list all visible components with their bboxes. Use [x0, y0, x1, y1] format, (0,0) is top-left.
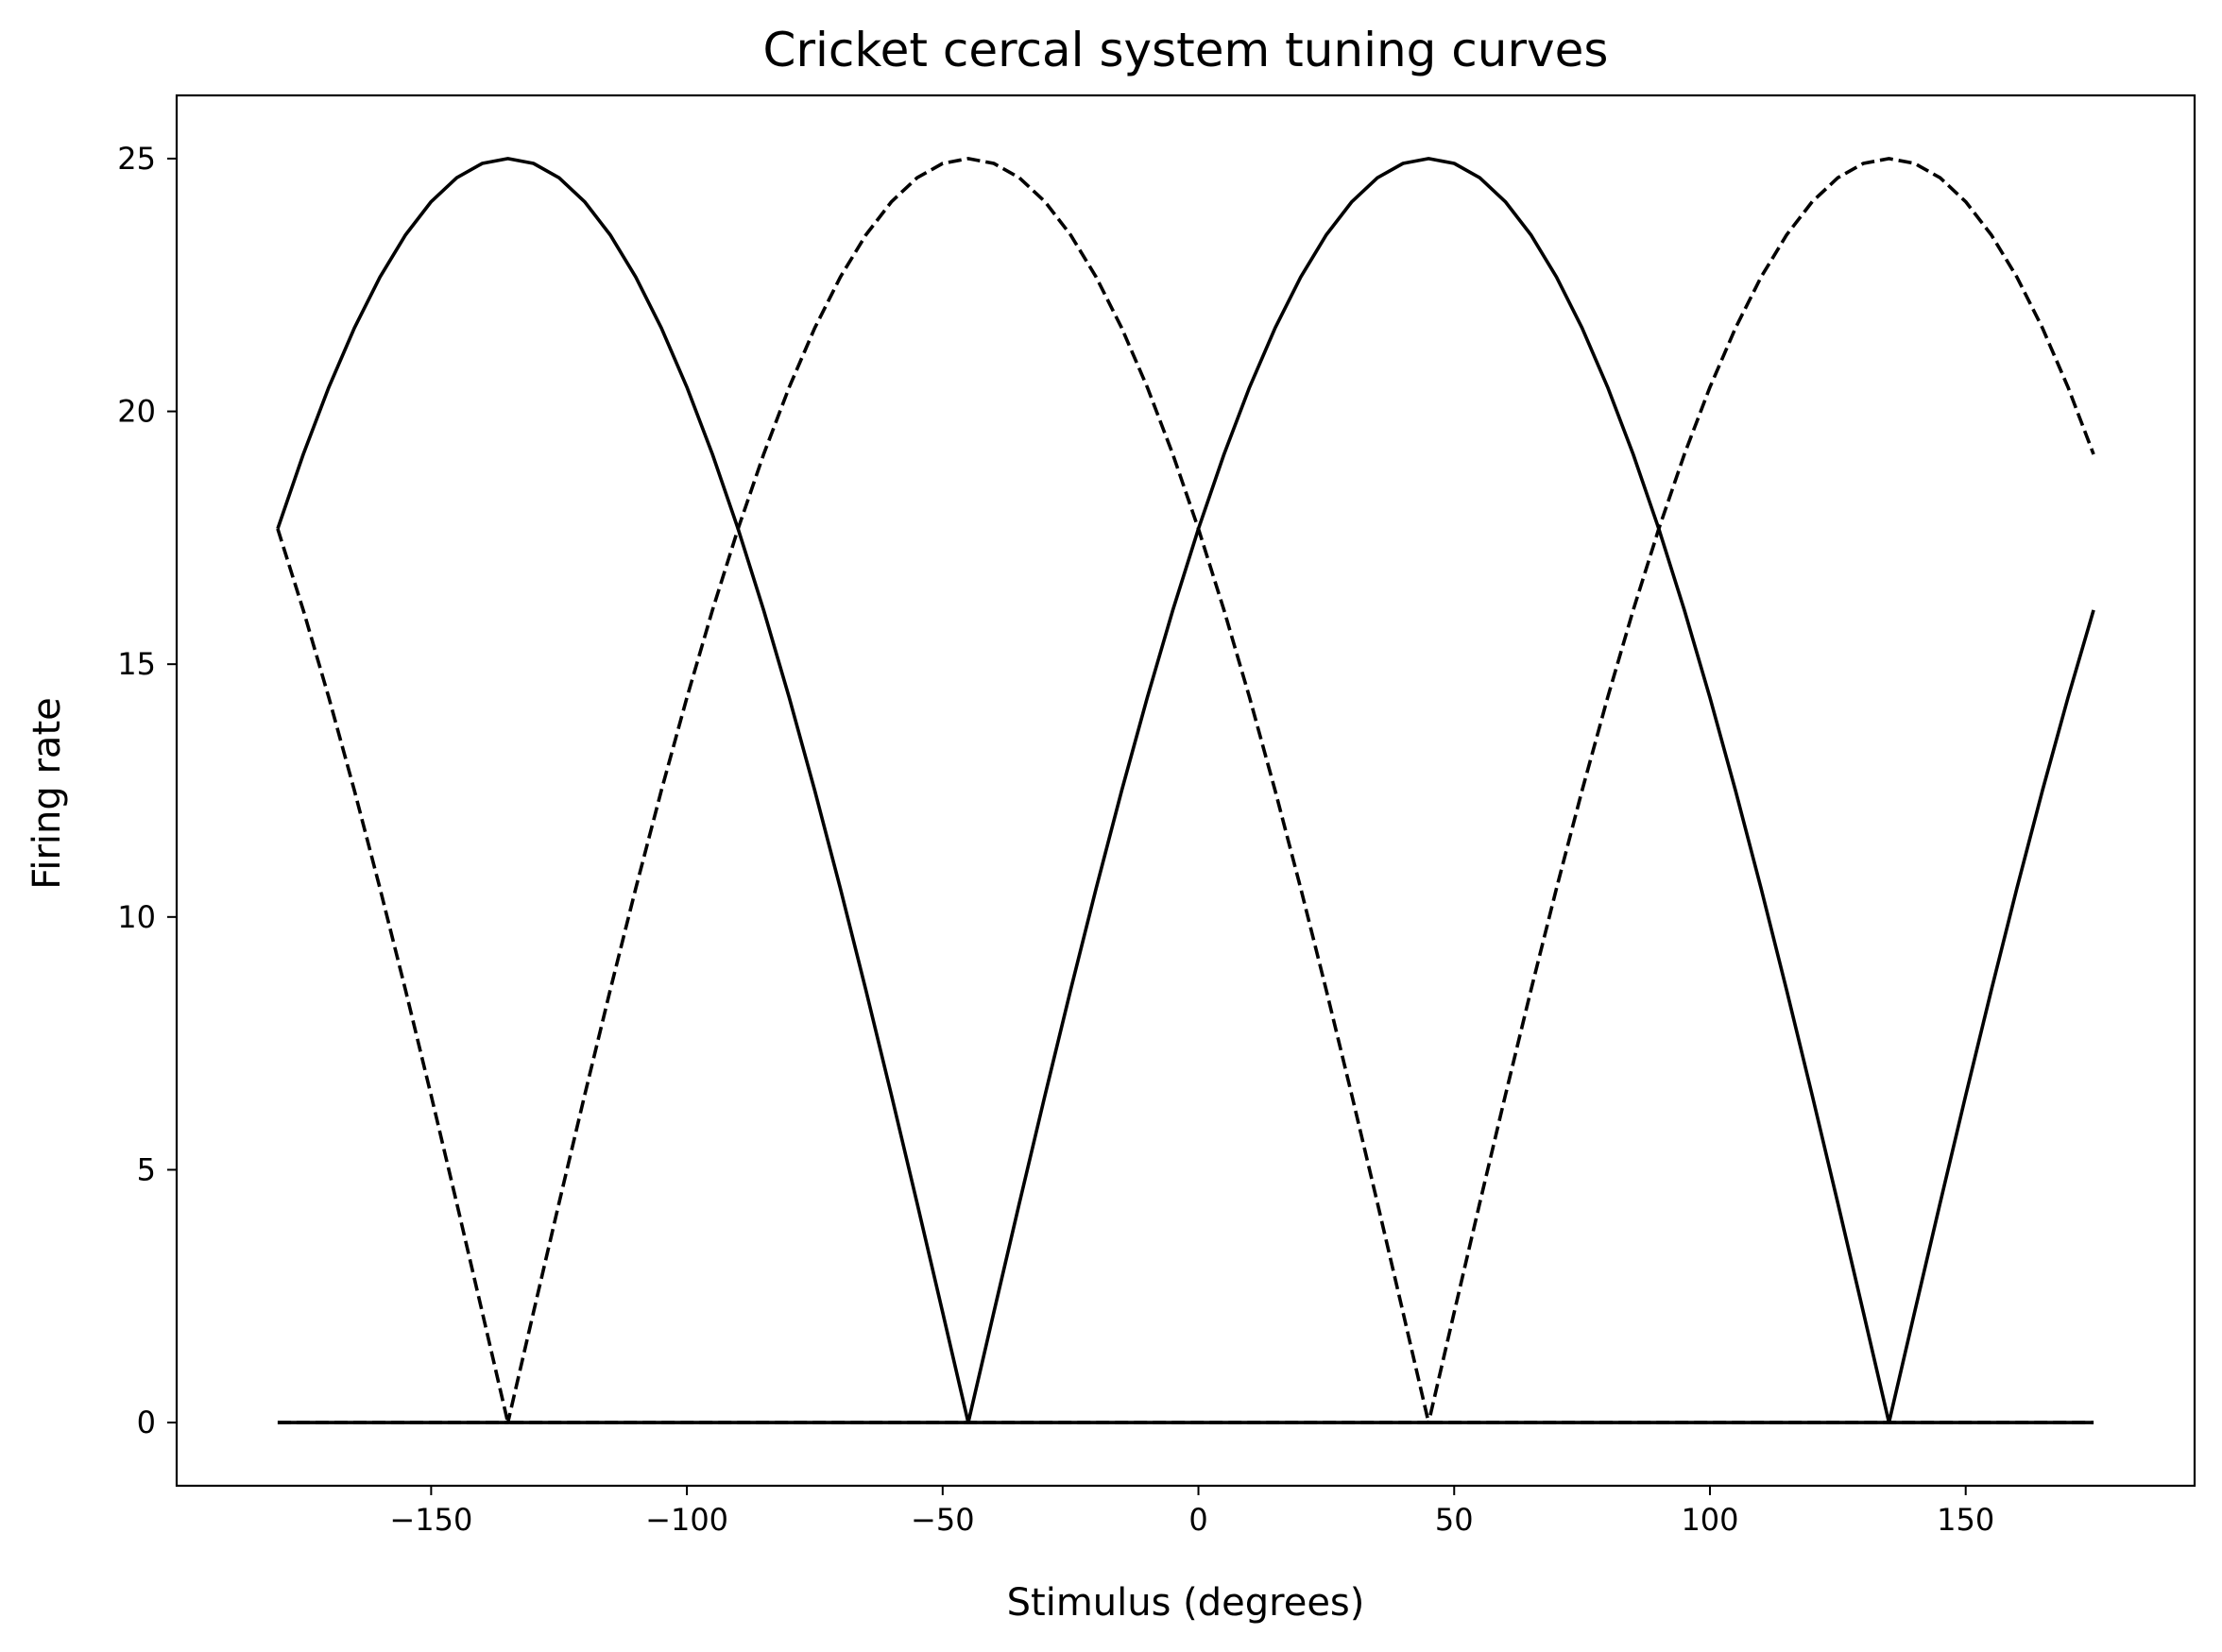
x-axis-ticks: −150 −100 −50 0 50 100 150	[389, 1486, 1994, 1538]
plot-area-frame	[175, 94, 2196, 1488]
chart-title: Cricket cercal system tuning curves	[763, 23, 1609, 77]
y-tick-label: 15	[117, 646, 156, 682]
y-axis-ticks: 0 5 10 15 20 25	[117, 141, 177, 1440]
x-tick-label: 100	[1681, 1502, 1738, 1538]
x-axis-label: Stimulus (degrees)	[1007, 1581, 1365, 1625]
y-axis-label: Firing rate	[26, 697, 69, 889]
y-tick-label: 0	[137, 1405, 156, 1440]
x-tick-label: −50	[911, 1502, 975, 1538]
y-tick-label: 25	[117, 141, 156, 177]
x-tick-label: 0	[1188, 1502, 1207, 1538]
x-tick-label: −100	[645, 1502, 728, 1538]
tuning-curve-1	[277, 157, 2094, 1424]
y-tick-label: 10	[117, 899, 156, 935]
series-layer	[276, 157, 2095, 1424]
x-tick-label: 150	[1937, 1502, 1994, 1538]
x-tick-label: 50	[1435, 1502, 1474, 1538]
y-tick-label: 5	[137, 1151, 156, 1187]
y-tick-label: 20	[117, 394, 156, 430]
tuning-curve-4	[277, 157, 2094, 1424]
x-tick-label: −150	[389, 1502, 472, 1538]
